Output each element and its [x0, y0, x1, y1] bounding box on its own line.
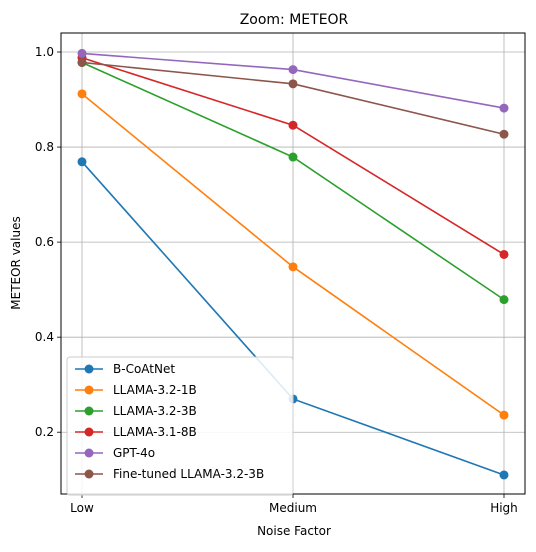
data-point: [499, 103, 509, 113]
data-point: [499, 129, 509, 139]
data-point: [77, 157, 87, 167]
x-tick-label: High: [490, 501, 518, 515]
y-tick-label: 0.8: [35, 140, 54, 154]
data-point: [288, 262, 298, 272]
x-axis-label: Noise Factor: [257, 524, 331, 538]
data-point: [499, 470, 509, 480]
series-1: [77, 89, 509, 420]
data-point: [288, 79, 298, 89]
x-tick-label: Low: [70, 501, 94, 515]
y-tick-label: 0.6: [35, 235, 54, 249]
data-point: [288, 120, 298, 130]
data-point: [77, 48, 87, 58]
legend-marker: [84, 406, 94, 416]
legend-marker: [84, 385, 94, 395]
legend-label: LLAMA-3.2-3B: [113, 404, 197, 418]
data-point: [499, 410, 509, 420]
legend-label: LLAMA-3.1-8B: [113, 425, 197, 439]
axes: Low Medium High 0.2 0.4 0.6 0.8 1.0: [35, 45, 518, 515]
series-4: [77, 48, 509, 113]
x-tick-label: Medium: [269, 501, 317, 515]
series-5: [77, 57, 509, 139]
legend-box: [66, 356, 294, 496]
data-point: [288, 65, 298, 75]
y-tick-label: 0.4: [35, 330, 54, 344]
legend-label: LLAMA-3.2-1B: [113, 383, 197, 397]
data-point: [288, 152, 298, 162]
data-point: [499, 295, 509, 305]
data-point: [77, 57, 87, 67]
legend-label: Fine-tuned LLAMA-3.2-3B: [113, 467, 264, 481]
legend-marker: [84, 448, 94, 458]
legend-marker: [84, 427, 94, 437]
y-tick-label: 0.2: [35, 425, 54, 439]
data-point: [499, 249, 509, 259]
data-point: [77, 89, 87, 99]
legend-label: B-CoAtNet: [113, 362, 175, 376]
chart-title: Zoom: METEOR: [240, 12, 349, 28]
y-axis-label: METEOR values: [9, 216, 23, 309]
y-tick-label: 1.0: [35, 45, 54, 59]
legend-marker: [84, 469, 94, 479]
legend-marker: [84, 364, 94, 374]
legend-label: GPT-4o: [113, 446, 155, 460]
legend: B-CoAtNet LLAMA-3.2-1B LLAMA-3.2-3B LLAMA-3…: [66, 356, 294, 496]
